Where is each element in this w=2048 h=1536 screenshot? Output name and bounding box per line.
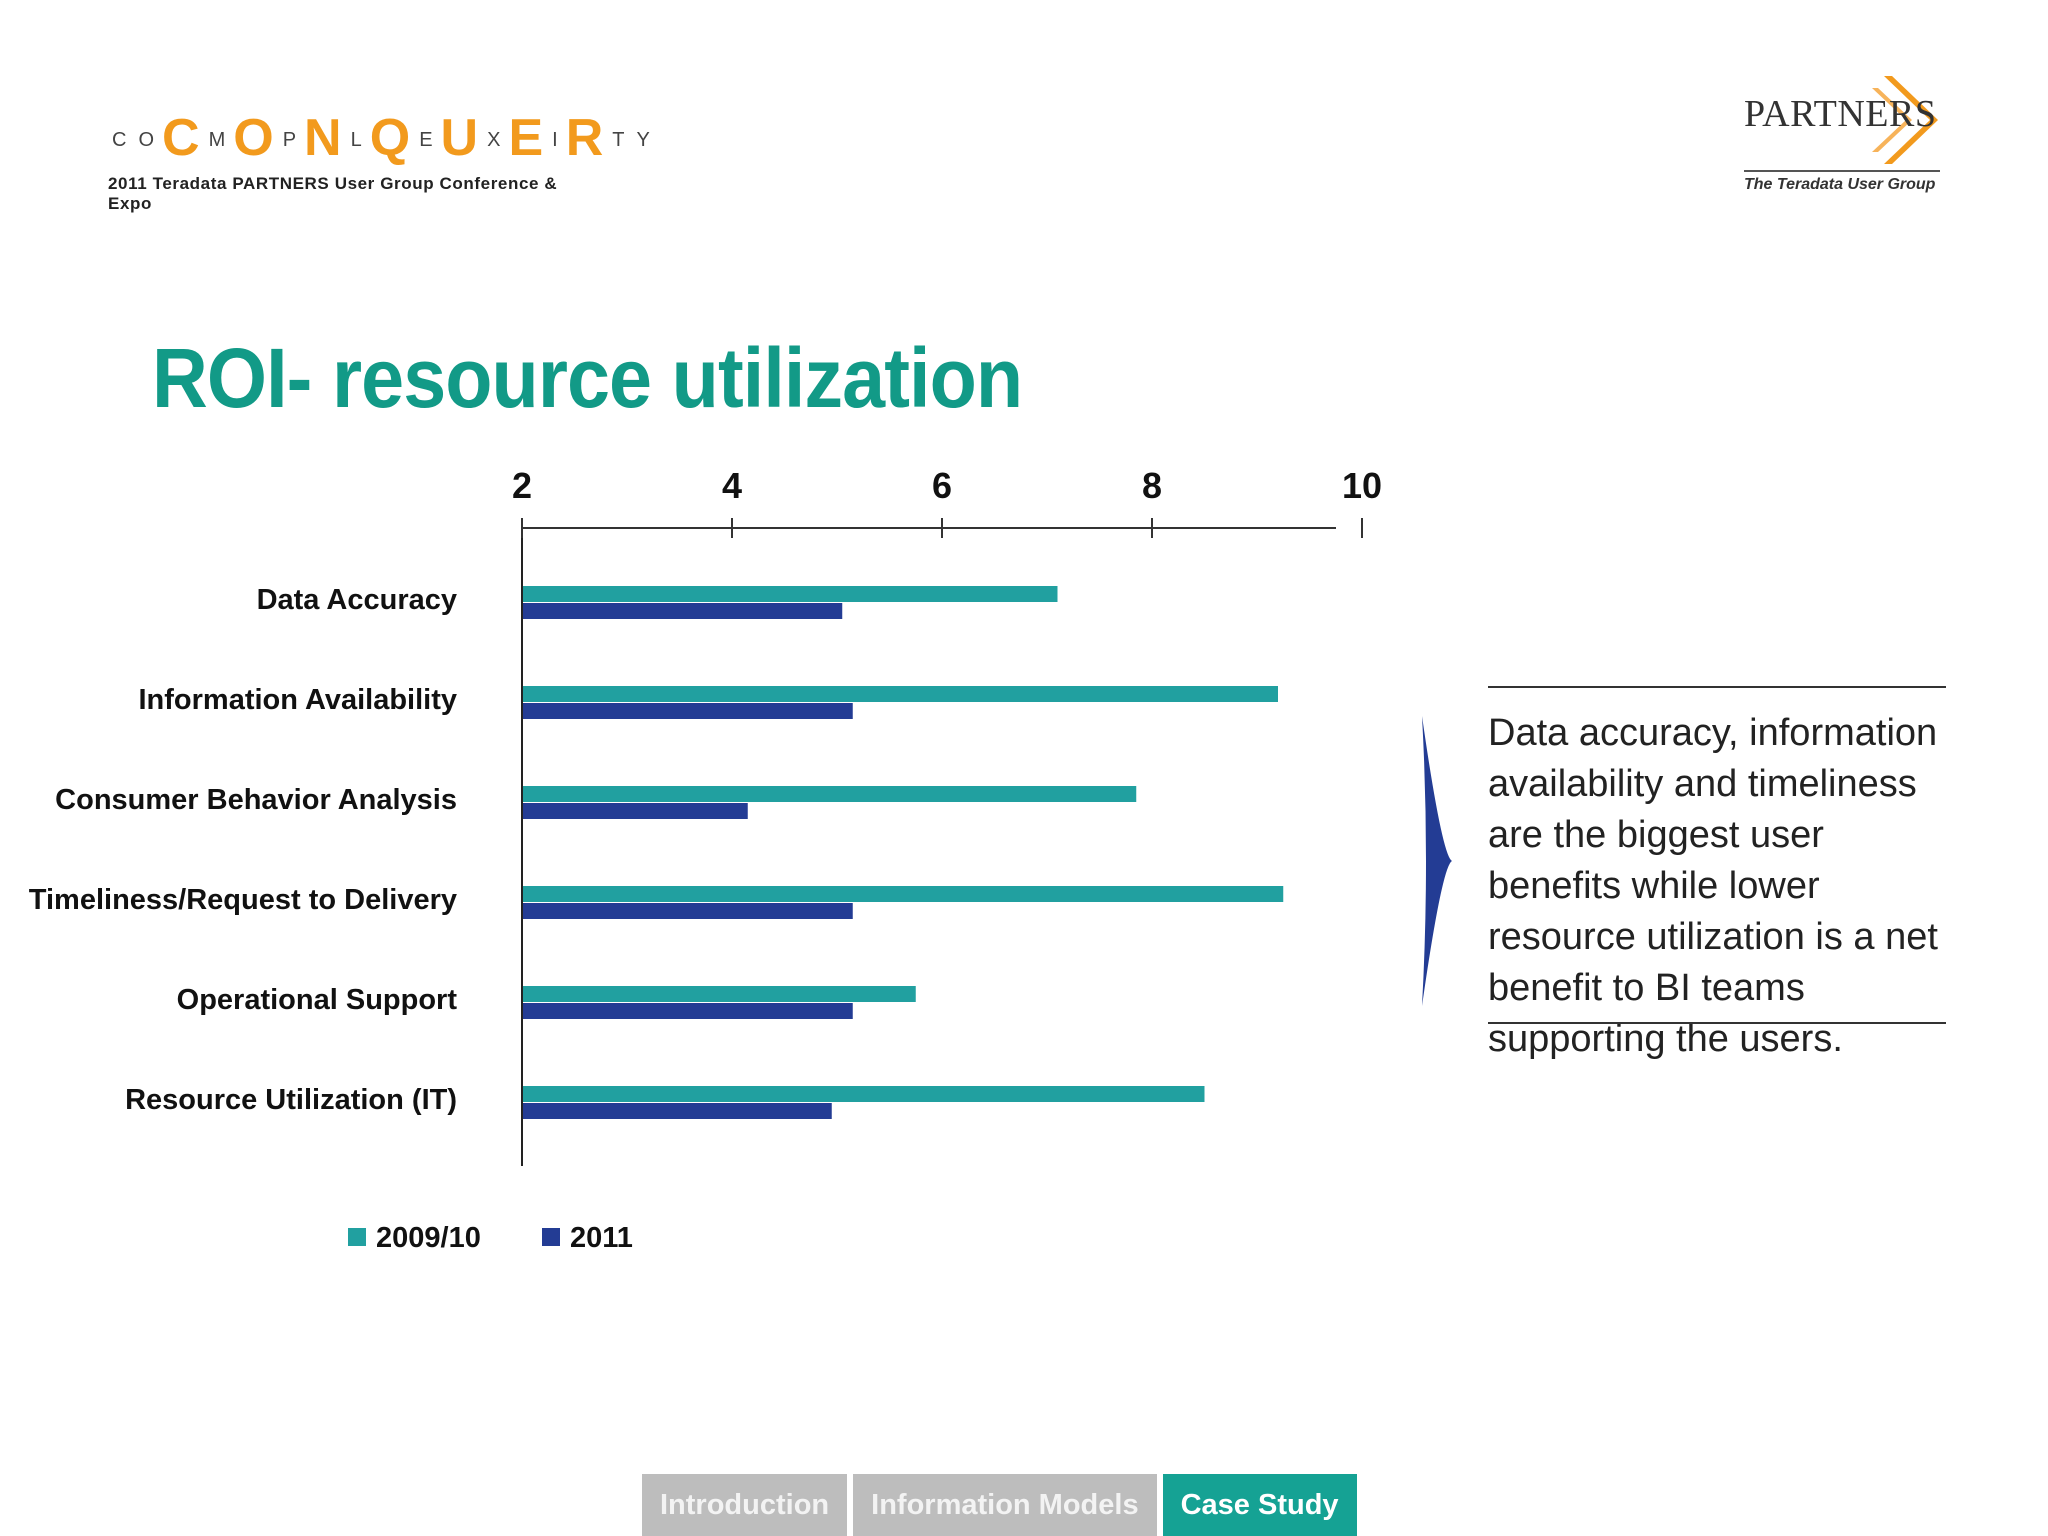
section-tabs: Introduction Information Models Case Stu… [642, 1474, 1357, 1536]
chart-category-labels: Data Accuracy Information Availability Con… [29, 584, 458, 1116]
tab-case-study[interactable]: Case Study [1162, 1474, 1357, 1536]
logo-letter: O [233, 109, 275, 167]
partners-logo: PARTNERS The Teradata User Group [1744, 72, 1944, 202]
category-label: Consumer Behavior Analysis [55, 784, 457, 816]
logo-letter: N [304, 109, 343, 167]
category-label: Information Availability [138, 684, 457, 716]
tab-introduction[interactable]: Introduction [642, 1474, 848, 1536]
logo-letter: C [162, 109, 201, 167]
logo-letter: M [208, 129, 226, 151]
bar [523, 703, 853, 719]
conference-tagline: 2011 Teradata PARTNERS User Group Confer… [108, 174, 558, 213]
logo-letter: Q [369, 109, 412, 167]
callout-arrow-icon [1422, 716, 1452, 1006]
partners-logo-name: PARTNERS [1744, 93, 1937, 135]
bar [523, 686, 1278, 702]
logo-letter: Y [636, 129, 650, 151]
logo-letter: X [487, 129, 501, 151]
logo-letter: P [282, 129, 297, 151]
logo-letter: E [419, 129, 433, 151]
logo-letter: I [552, 129, 558, 151]
partners-logo-subtitle: The Teradata User Group [1744, 176, 1936, 193]
logo-letter: T [612, 129, 625, 151]
category-label: Resource Utilization (IT) [125, 1084, 457, 1116]
logo-letter: U [440, 109, 480, 167]
legend-swatch [348, 1228, 366, 1246]
bar-chart: 2 4 6 8 10 Data Accuracy Information Availabi… [29, 465, 1382, 1254]
logo-letter: E [508, 109, 545, 167]
chart-bars [523, 586, 1284, 1119]
x-tick-label: 2 [512, 465, 532, 506]
legend-label: 2009/10 [376, 1222, 481, 1254]
callout-text: Data accuracy, information availability … [1488, 712, 1938, 1060]
bar [523, 986, 916, 1002]
logo-letter: O [138, 129, 155, 151]
bar [523, 886, 1284, 902]
bar [523, 1103, 832, 1119]
legend-swatch [542, 1228, 560, 1246]
conference-logo: C O C M O P N L Q E U X E I R T Y 2011 T… [108, 109, 650, 214]
logo-letter: L [350, 129, 362, 151]
callout-top-rule [1488, 686, 1946, 688]
category-label: Operational Support [177, 984, 458, 1016]
bar [523, 586, 1058, 602]
bar [523, 1086, 1205, 1102]
category-label: Timeliness/Request to Delivery [29, 884, 457, 916]
x-tick-label: 8 [1142, 465, 1162, 506]
x-tick-label: 4 [722, 465, 742, 506]
chart-axis: 2 4 6 8 10 [512, 465, 1382, 1166]
bar [523, 1003, 853, 1019]
legend-label: 2011 [570, 1222, 633, 1254]
tab-information-models[interactable]: Information Models [853, 1474, 1157, 1536]
partners-logo-divider [1744, 170, 1940, 172]
bar [523, 603, 843, 619]
chart-legend: 2009/10 2011 [348, 1222, 633, 1254]
logo-letter: R [565, 109, 605, 167]
logo-letter: C [112, 129, 127, 151]
x-tick-label: 6 [932, 465, 952, 506]
x-tick-label: 10 [1342, 465, 1382, 506]
slide-title: ROI- resource utilization [152, 331, 1023, 425]
conference-logo-wordmark: C O C M O P N L Q E U X E I R T Y [108, 109, 650, 167]
bar [523, 786, 1137, 802]
bar [523, 903, 853, 919]
category-label: Data Accuracy [257, 584, 457, 616]
bar [523, 803, 748, 819]
callout: Data accuracy, information availability … [1420, 686, 1950, 1060]
callout-bottom-rule [1488, 1022, 1946, 1024]
